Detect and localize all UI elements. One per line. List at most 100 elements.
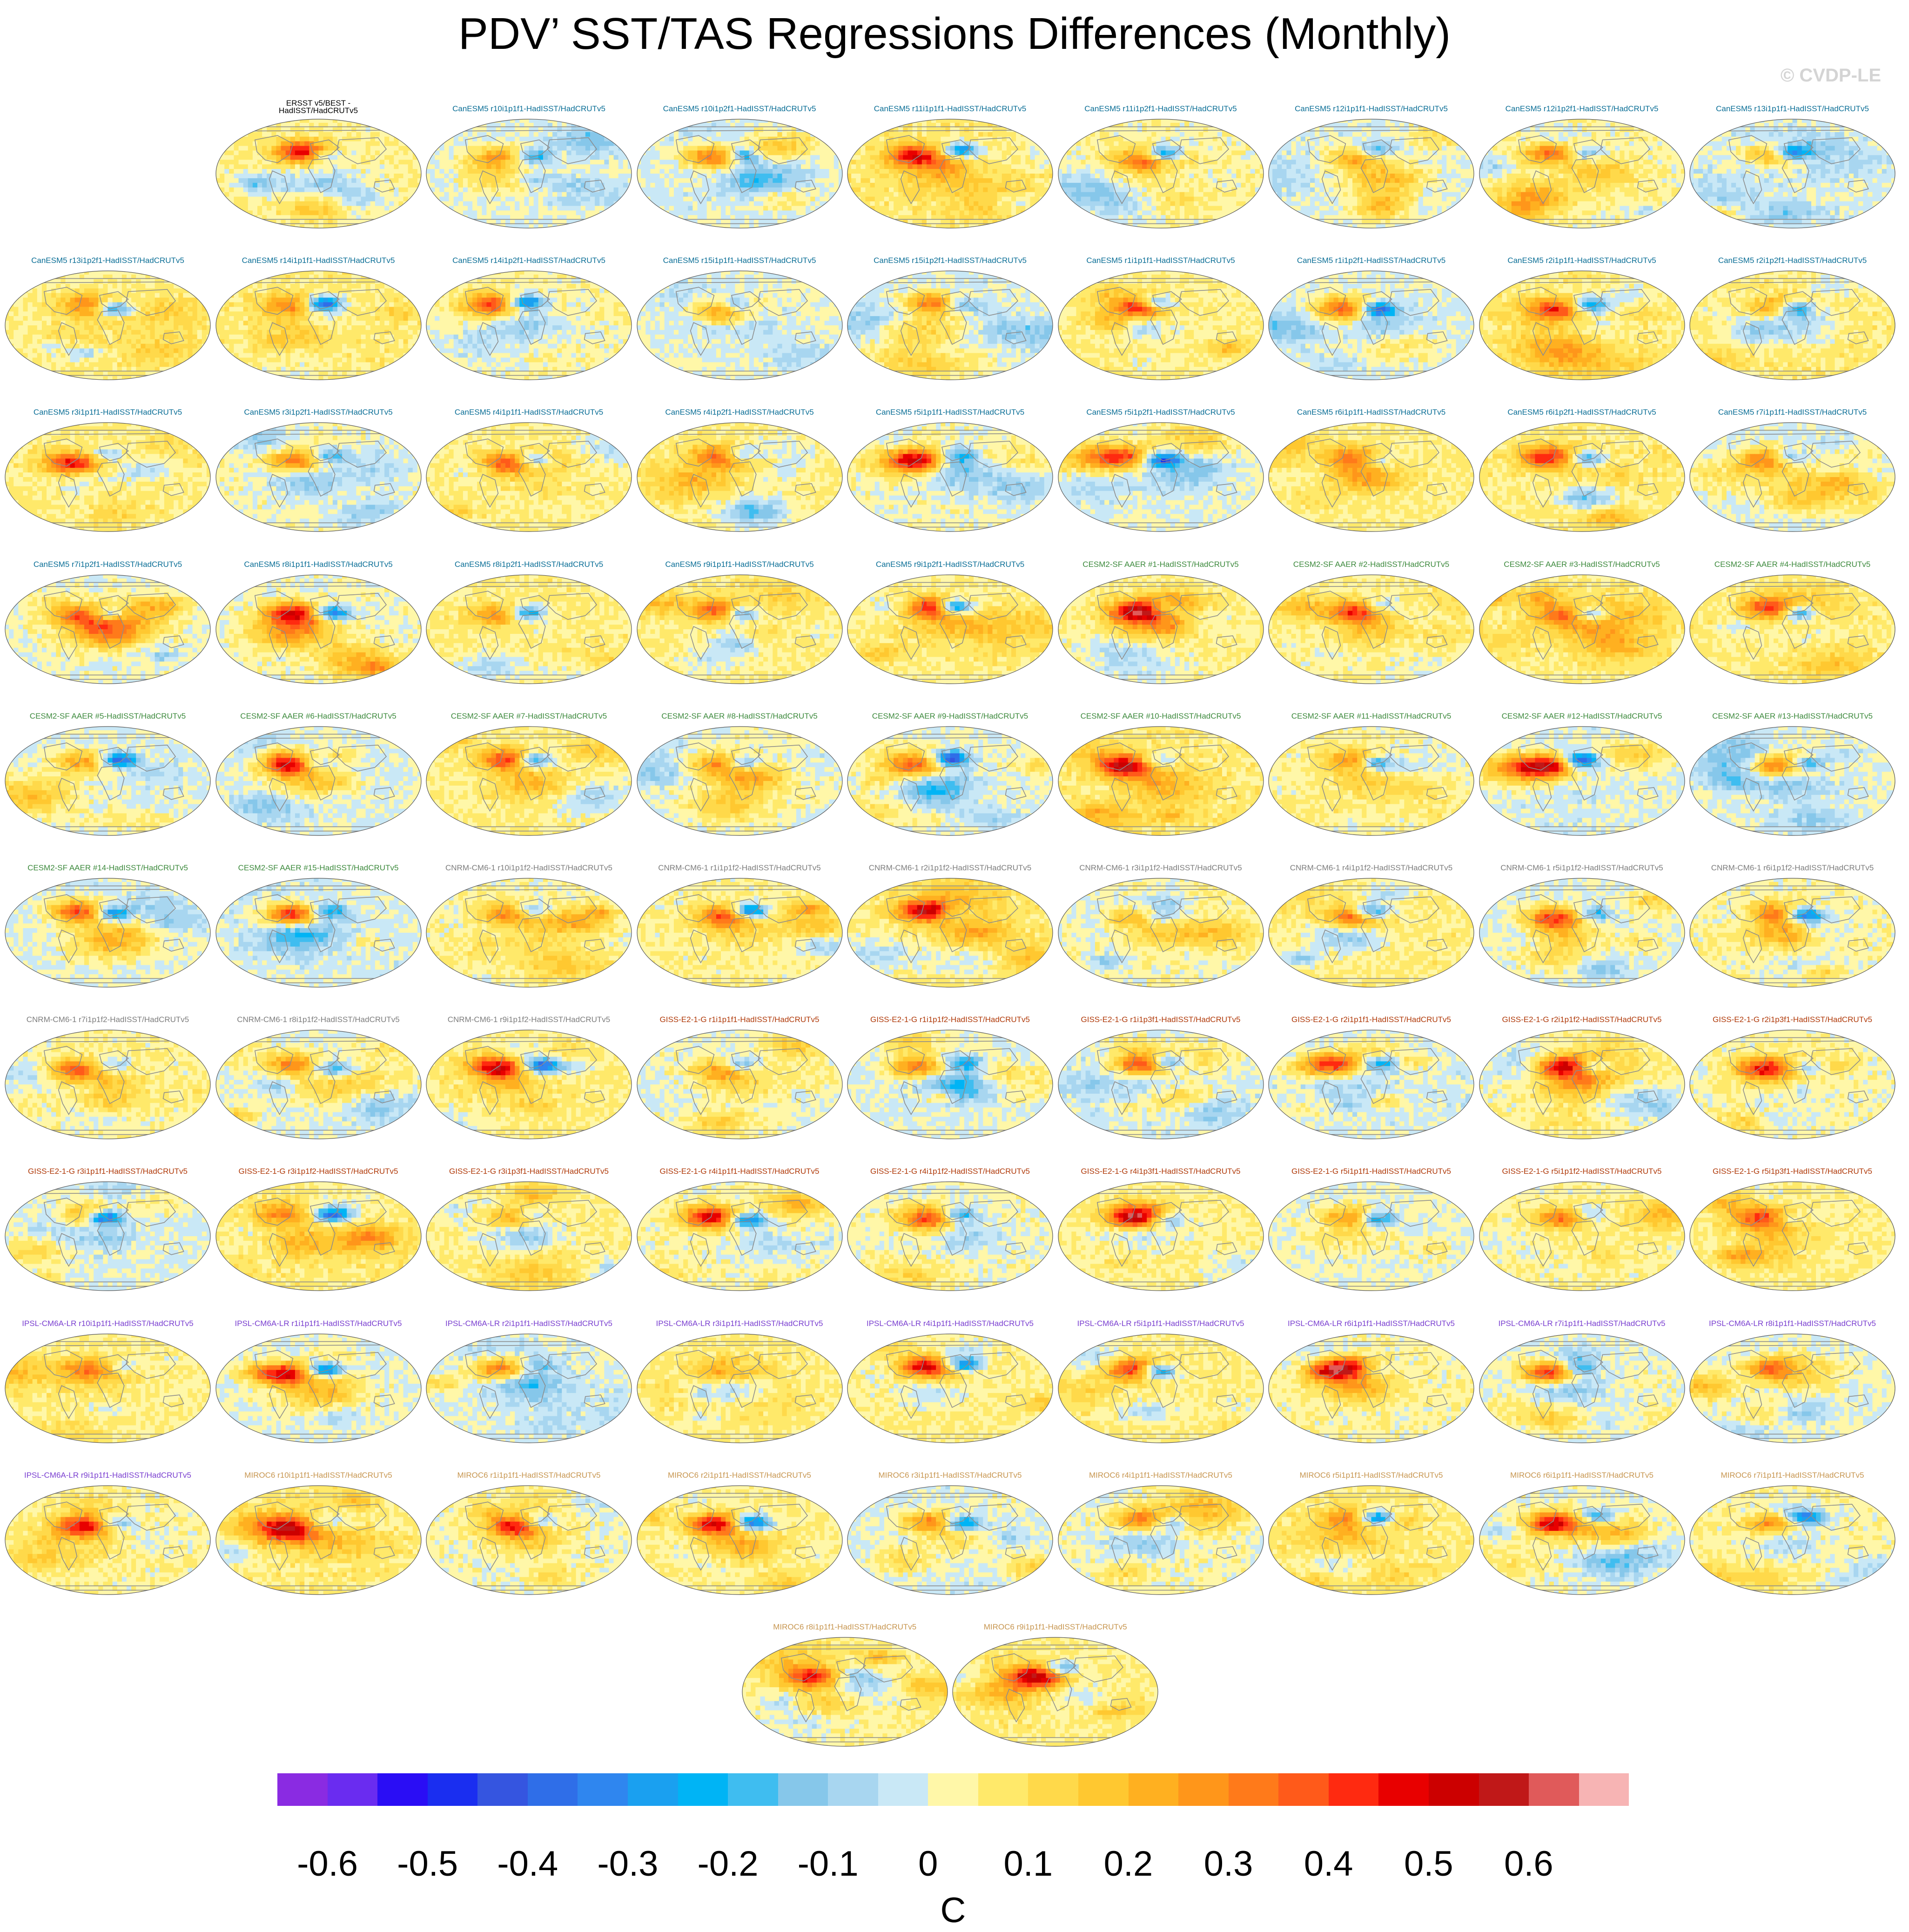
map-heatmap: [425, 118, 632, 229]
panel-title: IPSL-CM6A-LR r5i1p1f1-HadISST/HadCRUTv5: [1056, 1319, 1266, 1328]
panel-title: IPSL-CM6A-LR r9i1p1f1-HadISST/HadCRUTv5: [3, 1471, 213, 1480]
panel-title: GISS-E2-1-G r3i1p1f2-HadISST/HadCRUTv5: [214, 1167, 423, 1176]
panel-title: CESM2-SF AAER #12-HadISST/HadCRUTv5: [1477, 712, 1687, 720]
map-heatmap: [4, 877, 211, 988]
colorbar-swatch: [277, 1773, 328, 1806]
panel-title: CNRM-CM6-1 r4i1p1f2-HadISST/HadCRUTv5: [1266, 863, 1476, 872]
colorbar-swatch: [828, 1773, 878, 1806]
colorbar-swatch: [728, 1773, 778, 1806]
panel-grid: ERSST v5/BEST - HadISST/HadCRUTv5 CanESM5…: [0, 0, 1909, 1778]
map-heatmap: [1479, 1029, 1686, 1140]
map-heatmap: [1268, 877, 1475, 988]
panel-title: CNRM-CM6-1 r2i1p1f2-HadISST/HadCRUTv5: [845, 863, 1055, 872]
panel-title: IPSL-CM6A-LR r8i1p1f1-HadISST/HadCRUTv5: [1687, 1319, 1897, 1328]
panel-title: CanESM5 r15i1p1f1-HadISST/HadCRUTv5: [635, 256, 845, 265]
map-heatmap: [215, 1333, 422, 1444]
map-heatmap: [1479, 1333, 1686, 1444]
map-heatmap: [847, 1333, 1054, 1444]
colorbar-tick-label: 0.4: [1304, 1843, 1353, 1885]
map-heatmap: [1057, 877, 1264, 988]
map-heatmap: [425, 877, 632, 988]
colorbar-swatch: [1229, 1773, 1279, 1806]
map-heatmap: [636, 118, 843, 229]
panel-title: CanESM5 r7i1p1f1-HadISST/HadCRUTv5: [1687, 408, 1897, 417]
panel-title: CanESM5 r4i1p1f1-HadISST/HadCRUTv5: [424, 408, 634, 417]
panel-title: IPSL-CM6A-LR r7i1p1f1-HadISST/HadCRUTv5: [1477, 1319, 1687, 1328]
panel-title: GISS-E2-1-G r2i1p1f1-HadISST/HadCRUTv5: [1266, 1015, 1476, 1024]
panel-title: CNRM-CM6-1 r3i1p1f2-HadISST/HadCRUTv5: [1056, 863, 1266, 872]
panel-title: CNRM-CM6-1 r5i1p1f2-HadISST/HadCRUTv5: [1477, 863, 1687, 872]
map-heatmap: [1057, 1333, 1264, 1444]
panel-title: CESM2-SF AAER #14-HadISST/HadCRUTv5: [3, 863, 213, 872]
panel-title: CanESM5 r3i1p2f1-HadISST/HadCRUTv5: [214, 408, 423, 417]
panel-title: CNRM-CM6-1 r10i1p1f2-HadISST/HadCRUTv5: [424, 863, 634, 872]
map-heatmap: [1689, 1485, 1896, 1595]
colorbar-tick-label: 0.6: [1504, 1843, 1553, 1885]
map-heatmap: [1057, 270, 1264, 381]
panel-title: ERSST v5/BEST - HadISST/HadCRUTv5: [214, 100, 423, 114]
map-heatmap: [4, 422, 211, 532]
panel-title: GISS-E2-1-G r3i1p1f1-HadISST/HadCRUTv5: [3, 1167, 213, 1176]
map-heatmap: [1057, 422, 1264, 532]
panel-title: CanESM5 r11i1p2f1-HadISST/HadCRUTv5: [1056, 104, 1266, 113]
map-heatmap: [1479, 726, 1686, 836]
map-heatmap: [215, 118, 422, 229]
panel-title: CESM2-SF AAER #7-HadISST/HadCRUTv5: [424, 712, 634, 720]
panel-title: CanESM5 r2i1p2f1-HadISST/HadCRUTv5: [1687, 256, 1897, 265]
panel-title: CESM2-SF AAER #2-HadISST/HadCRUTv5: [1266, 560, 1476, 569]
panel-title: MIROC6 r3i1p1f1-HadISST/HadCRUTv5: [845, 1471, 1055, 1480]
panel-title: CESM2-SF AAER #5-HadISST/HadCRUTv5: [3, 712, 213, 720]
panel-title: CanESM5 r10i1p1f1-HadISST/HadCRUTv5: [424, 104, 634, 113]
map-heatmap: [636, 877, 843, 988]
map-heatmap: [4, 1485, 211, 1595]
map-heatmap: [636, 270, 843, 381]
colorbar-swatch: [878, 1773, 928, 1806]
colorbar-swatch: [1078, 1773, 1129, 1806]
panel-title: CanESM5 r1i1p2f1-HadISST/HadCRUTv5: [1266, 256, 1476, 265]
panel-title: MIROC6 r2i1p1f1-HadISST/HadCRUTv5: [635, 1471, 845, 1480]
map-heatmap: [215, 574, 422, 685]
map-heatmap: [847, 1485, 1054, 1595]
panel-title: MIROC6 r8i1p1f1-HadISST/HadCRUTv5: [740, 1622, 950, 1631]
map-heatmap: [1479, 270, 1686, 381]
map-heatmap: [1268, 726, 1475, 836]
map-heatmap: [1689, 877, 1896, 988]
panel-title: CanESM5 r2i1p1f1-HadISST/HadCRUTv5: [1477, 256, 1687, 265]
panel-title: CanESM5 r5i1p2f1-HadISST/HadCRUTv5: [1056, 408, 1266, 417]
panel-title: CNRM-CM6-1 r9i1p1f2-HadISST/HadCRUTv5: [424, 1015, 634, 1024]
map-heatmap: [1057, 1181, 1264, 1292]
panel-title: GISS-E2-1-G r5i1p1f2-HadISST/HadCRUTv5: [1477, 1167, 1687, 1176]
map-heatmap: [425, 1485, 632, 1595]
map-heatmap: [4, 574, 211, 685]
panel-title: GISS-E2-1-G r1i1p1f1-HadISST/HadCRUTv5: [635, 1015, 845, 1024]
colorbar-swatch: [428, 1773, 478, 1806]
map-heatmap: [1689, 1333, 1896, 1444]
panel-title: CanESM5 r13i1p1f1-HadISST/HadCRUTv5: [1687, 104, 1897, 113]
map-heatmap: [215, 1029, 422, 1140]
colorbar-swatch: [678, 1773, 728, 1806]
panel-title: CESM2-SF AAER #15-HadISST/HadCRUTv5: [214, 863, 423, 872]
map-heatmap: [847, 422, 1054, 532]
map-heatmap: [1479, 422, 1686, 532]
map-heatmap: [215, 270, 422, 381]
panel-title: MIROC6 r9i1p1f1-HadISST/HadCRUTv5: [950, 1622, 1160, 1631]
panel-title: MIROC6 r5i1p1f1-HadISST/HadCRUTv5: [1266, 1471, 1476, 1480]
colorbar-swatch: [1329, 1773, 1379, 1806]
colorbar-swatch: [1429, 1773, 1479, 1806]
colorbar-swatch: [628, 1773, 678, 1806]
colorbar-tick-label: -0.5: [397, 1843, 458, 1885]
panel-title: CanESM5 r12i1p2f1-HadISST/HadCRUTv5: [1477, 104, 1687, 113]
panel-title: GISS-E2-1-G r3i1p3f1-HadISST/HadCRUTv5: [424, 1167, 634, 1176]
map-heatmap: [1689, 1181, 1896, 1292]
map-heatmap: [741, 1636, 948, 1747]
map-heatmap: [1479, 877, 1686, 988]
panel-title: GISS-E2-1-G r4i1p1f1-HadISST/HadCRUTv5: [635, 1167, 845, 1176]
colorbar-labels: -0.6 -0.5 -0.4 -0.3 -0.2 -0.1 0 0.1 0.2 0.3 0.4 0.5…: [277, 1843, 1629, 1885]
map-heatmap: [636, 726, 843, 836]
map-heatmap: [847, 270, 1054, 381]
colorbar-swatch: [1378, 1773, 1429, 1806]
colorbar: [277, 1773, 1629, 1806]
map-heatmap: [1689, 118, 1896, 229]
map-heatmap: [425, 1181, 632, 1292]
map-heatmap: [1689, 574, 1896, 685]
